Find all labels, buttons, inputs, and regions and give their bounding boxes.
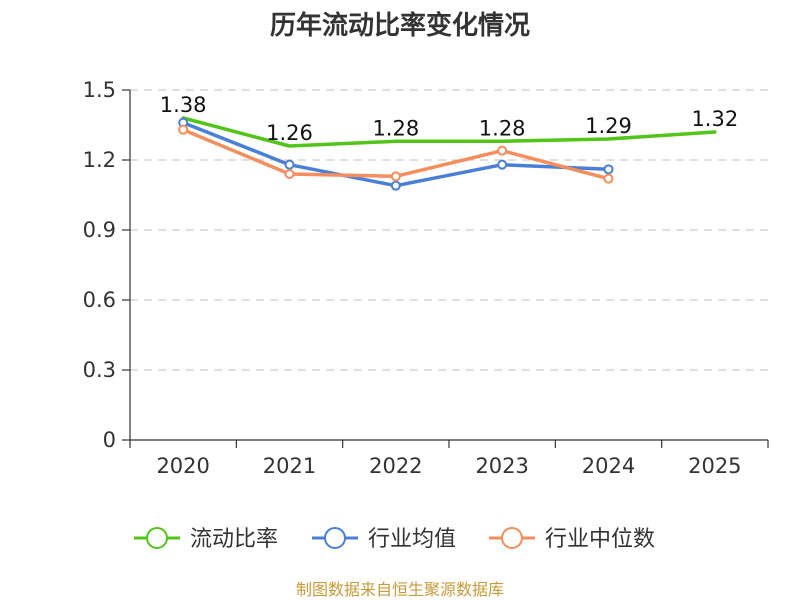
x-tick-label: 2022 [369, 454, 422, 478]
series-line-0 [181, 116, 717, 148]
y-axis-tick-labels: 0 0.3 0.6 0.9 1.2 1.5 [83, 78, 116, 452]
legend-item-0[interactable]: 流动比率 [134, 527, 278, 552]
data-point-1 [603, 164, 614, 175]
x-tick-label: 2020 [156, 454, 209, 478]
y-tick-label: 1.2 [83, 148, 116, 172]
y-tick-label: 0 [103, 428, 116, 452]
legend-label: 行业均值 [368, 527, 456, 552]
chart-title: 历年流动比率变化情况 [270, 10, 530, 41]
legend-label: 行业中位数 [545, 527, 655, 552]
data-point-2 [178, 124, 189, 135]
x-tick-label: 2025 [688, 454, 741, 478]
series-lines [181, 116, 717, 188]
series-points [178, 117, 614, 191]
legend[interactable]: 流动比率 行业均值 行业中位数 [134, 527, 655, 552]
x-tick-label: 2021 [263, 454, 316, 478]
data-label: 1.26 [266, 121, 313, 145]
y-tick-label: 1.5 [83, 78, 116, 102]
legend-marker [324, 527, 346, 549]
data-label: 1.28 [479, 116, 526, 140]
data-label: 1.38 [160, 93, 207, 117]
data-point-2 [284, 169, 295, 179]
data-labels: 1.38 1.26 1.28 1.28 1.29 1.32 [160, 93, 738, 145]
data-point-2 [497, 145, 508, 156]
data-label: 1.28 [372, 116, 419, 140]
legend-marker [501, 527, 523, 549]
source-note: 制图数据来自恒生聚源数据库 [296, 580, 504, 599]
grid-lines [130, 89, 768, 371]
legend-item-1[interactable]: 行业均值 [312, 527, 456, 552]
data-label: 1.32 [691, 107, 738, 131]
data-point-2 [603, 173, 614, 184]
x-axis-tick-labels: 2020 2021 2022 2023 2024 2025 [156, 454, 741, 478]
data-label: 1.29 [585, 114, 632, 138]
x-tick-label: 2023 [475, 454, 528, 478]
axes [122, 89, 769, 448]
data-point-1 [497, 159, 508, 170]
legend-item-2[interactable]: 行业中位数 [489, 527, 655, 552]
legend-marker [146, 527, 168, 549]
data-point-2 [390, 171, 401, 182]
data-point-1 [390, 180, 401, 191]
legend-label: 流动比率 [190, 527, 278, 552]
data-point-1 [284, 159, 295, 170]
y-tick-label: 0.6 [83, 288, 116, 312]
y-tick-label: 0.3 [83, 358, 116, 382]
x-tick-label: 2024 [582, 454, 635, 478]
y-tick-label: 0.9 [83, 218, 116, 242]
